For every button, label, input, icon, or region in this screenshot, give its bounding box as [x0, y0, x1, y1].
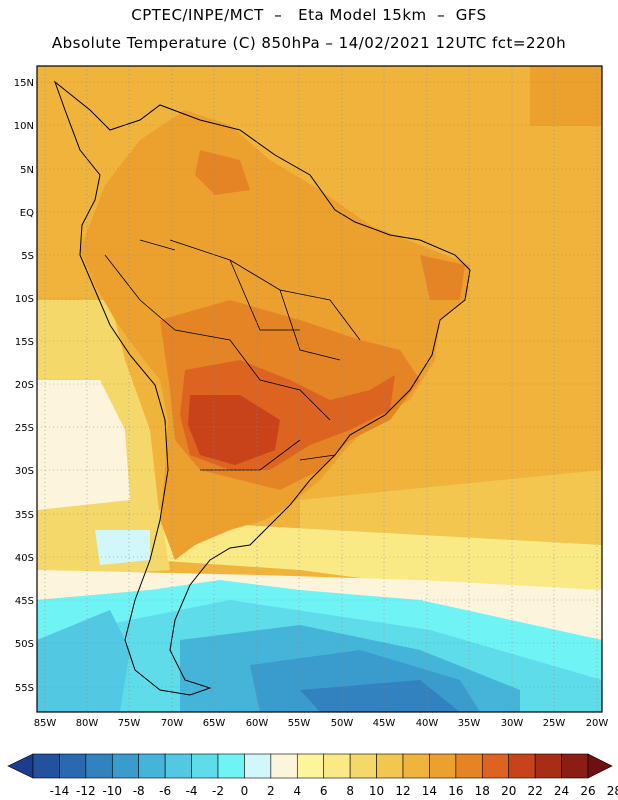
colorbar-level-label: 4 [293, 784, 301, 798]
colorbar-level-label: -10 [102, 784, 122, 798]
colorbar-level-label: -2 [212, 784, 224, 798]
colorbar-level-label: 16 [448, 784, 463, 798]
colorbar-box [534, 753, 562, 779]
colorbar-box [111, 753, 140, 779]
field-pacific-pale [37, 380, 130, 510]
colorbar-level-label: -4 [186, 784, 198, 798]
colorbar-box [508, 753, 536, 779]
colorbar-box [455, 753, 483, 779]
colorbar-box [402, 753, 430, 779]
colorbar-box [429, 753, 457, 779]
field-cold-west [37, 610, 130, 712]
lat-label: 25S [15, 423, 34, 434]
lon-label: 80W [76, 718, 99, 729]
colorbar-level-label: 26 [580, 784, 595, 798]
field-continent-hottest [188, 395, 280, 465]
chart-title-model: CPTEC/INPE/MCT – Eta Model 15km – GFS [131, 6, 487, 24]
colorbar-level-label: -14 [50, 784, 70, 798]
colorbar-box [376, 753, 404, 779]
lat-label: EQ [20, 208, 34, 219]
colorbar-level-label: 18 [475, 784, 490, 798]
colorbar-box [296, 753, 325, 779]
field-ne-warm [530, 66, 602, 126]
latitude-axis: 15N 10N 5N EQ 5S 10S 15S 20S 25S 30S 35S 40S 45S 50S 5… [14, 78, 34, 694]
lat-label: 15S [15, 337, 34, 348]
lat-label: 50S [15, 639, 34, 650]
continent-coastline [53, 80, 471, 696]
colorbar-box [138, 753, 166, 779]
lat-label: 10N [14, 121, 34, 132]
colorbar-box [561, 753, 589, 779]
lat-label: 55S [15, 683, 34, 694]
colorbar-level-label: 12 [395, 784, 410, 798]
colorbar-under-arrow [7, 753, 34, 779]
lon-label: 40W [416, 718, 439, 729]
colorbar-box [32, 753, 60, 779]
colorbar-box [217, 753, 245, 779]
lon-label: 45W [373, 718, 396, 729]
field-south-yellow [150, 520, 602, 600]
colorbar-level-label: -6 [159, 784, 171, 798]
plot-frame [36, 65, 603, 713]
colorbar-box [59, 753, 87, 779]
lon-label: 60W [246, 718, 269, 729]
colorbar-level-label: 28 [607, 784, 618, 798]
lon-label: 75W [118, 718, 141, 729]
lon-label: 50W [331, 718, 354, 729]
lat-label: 15N [14, 78, 34, 89]
colorbar-box [191, 753, 219, 779]
lat-label: 45S [15, 596, 34, 607]
colorbar-box [270, 753, 298, 779]
lon-label: 35W [458, 718, 481, 729]
field-venezuela-hot [195, 150, 250, 195]
lon-label: 85W [34, 718, 57, 729]
lon-label: 55W [288, 718, 311, 729]
colorbar-level-label: 24 [554, 784, 569, 798]
colorbar-level-label: 6 [320, 784, 328, 798]
colorbar-level-label: 10 [369, 784, 384, 798]
lat-label: 5S [21, 251, 34, 262]
colorbar-box [244, 753, 272, 779]
lon-label: 25W [543, 718, 566, 729]
field-ne-brazil-hot [420, 255, 465, 300]
colorbar-level-label: -12 [76, 784, 96, 798]
longitude-axis: 85W 80W 75W 70W 65W 60W 55W 50W 45W 40W 35W 30W 25W 2… [34, 718, 609, 729]
colorbar-level-label: 2 [267, 784, 275, 798]
colorbar-level-label: 22 [528, 784, 543, 798]
colorbar-level-label: 0 [241, 784, 249, 798]
country-borders [104, 239, 361, 471]
colorbar-box [85, 753, 113, 779]
colorbar-level-label: 8 [346, 784, 354, 798]
colorbar-box [323, 753, 351, 779]
colorbar-box [164, 753, 192, 779]
colorbar-level-label: 14 [422, 784, 437, 798]
colorbar-over-arrow [587, 753, 613, 779]
lon-label: 65W [203, 718, 226, 729]
lat-label: 40S [15, 553, 34, 564]
lon-label: 20W [586, 718, 609, 729]
colorbar-level-label: 20 [501, 784, 516, 798]
lat-label: 10S [15, 294, 34, 305]
lat-label: 5N [20, 165, 34, 176]
lat-label: 35S [15, 510, 34, 521]
field-pale-cyan-spot [95, 530, 150, 565]
chart-title-variable: Absolute Temperature (C) 850hPa – 14/02/… [51, 34, 567, 52]
colorbar: -14 -12 -10 -8 -6 -4 -2 0 2 4 6 8 10 12 14 16 18 20 22 24 26… [7, 753, 618, 798]
lat-label: 20S [15, 380, 34, 391]
lon-label: 70W [161, 718, 184, 729]
colorbar-level-label: -8 [133, 784, 145, 798]
lon-label: 30W [501, 718, 524, 729]
colorbar-box [481, 753, 510, 779]
colorbar-box [349, 753, 377, 779]
field-cold-blue3 [300, 680, 460, 712]
lat-label: 30S [15, 466, 34, 477]
